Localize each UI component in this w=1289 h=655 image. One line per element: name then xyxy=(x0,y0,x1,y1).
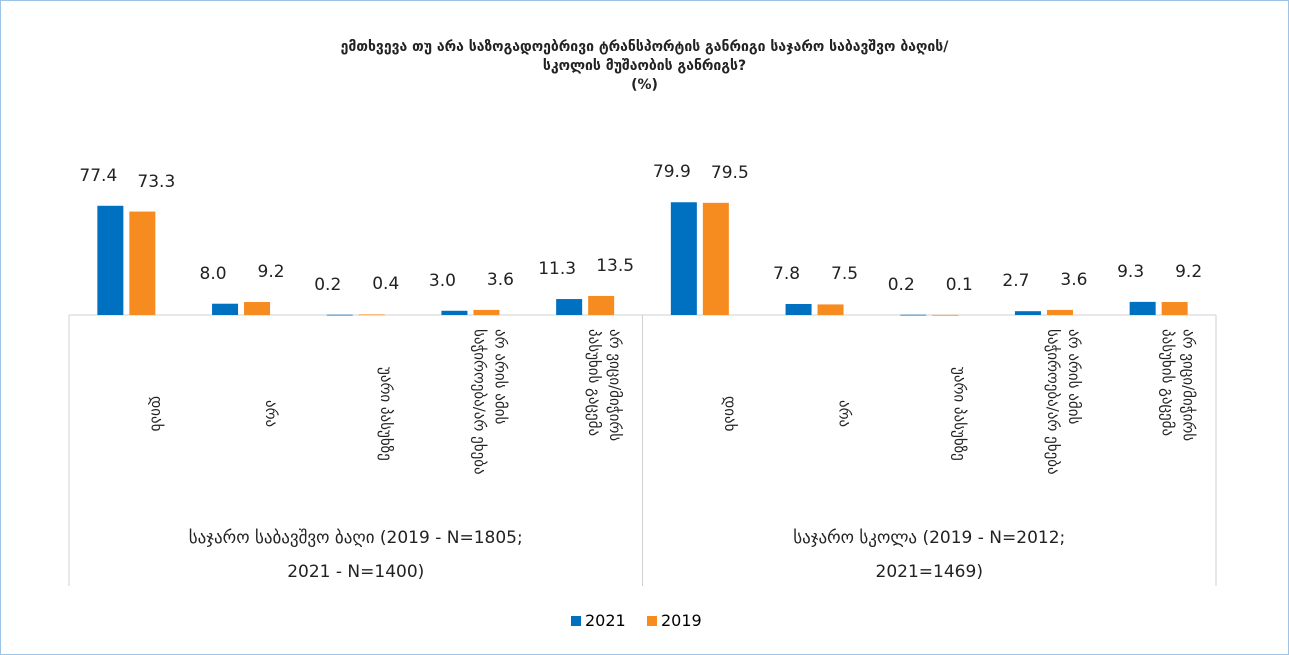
x-tick-label-text: დიახ xyxy=(720,396,739,432)
data-label: 3.6 xyxy=(486,269,514,290)
group-label: საჯარო სკოლა (2019 - N=2012; 2021=1469) xyxy=(793,528,1066,582)
group-label: საჯარო საბავშვო ბაღი (2019 - N=1805; 202… xyxy=(188,528,523,582)
data-label: 79.5 xyxy=(710,162,749,183)
bar xyxy=(900,314,927,316)
data-label: 8.0 xyxy=(199,263,227,284)
chart-title: ემთხვევა თუ არა საზოგადოებრივი ტრანსპორტ… xyxy=(340,39,949,55)
bar xyxy=(670,202,697,315)
data-label: 2.7 xyxy=(1002,271,1030,292)
bar xyxy=(702,202,729,315)
x-tick-label: არა xyxy=(201,329,281,499)
x-tick-label-text: დიახ xyxy=(147,396,166,432)
data-label: 11.3 xyxy=(538,259,577,280)
data-label: 73.3 xyxy=(137,171,176,192)
data-label: 9.3 xyxy=(1117,261,1145,282)
x-tick-label-text: უარი პასუხზე xyxy=(950,367,969,461)
data-label: 0.1 xyxy=(945,274,973,295)
data-label: 0.2 xyxy=(314,274,342,295)
data-label: 3.0 xyxy=(428,270,456,291)
legend-label: 2019 xyxy=(661,611,702,630)
x-tick-label: არ ვიცი/მიჭირს პასუხის გაცემა xyxy=(545,329,625,499)
bar xyxy=(129,211,156,315)
x-tick-label: დიახ xyxy=(660,329,740,499)
chart-title: სკოლის მუშაობის განრიგს? xyxy=(542,58,747,74)
bar xyxy=(1161,302,1188,315)
x-tick-label-text: უარი პასუხზე xyxy=(376,367,395,461)
legend-label: 2021 xyxy=(585,611,626,630)
x-tick-label: არ არის ამის საჭიროება/არ ეხება xyxy=(430,329,510,499)
legend-item: 2019 xyxy=(647,611,702,630)
bar xyxy=(817,304,844,315)
legend-swatch xyxy=(571,615,581,626)
bar xyxy=(473,309,500,315)
bar xyxy=(1129,301,1156,315)
data-label: 9.2 xyxy=(257,262,285,283)
x-tick-label: უარი პასუხზე xyxy=(889,329,969,499)
bar xyxy=(1046,309,1073,315)
x-tick-label: არა xyxy=(775,329,855,499)
data-label: 0.2 xyxy=(887,274,915,295)
x-tick-label-text: არა xyxy=(262,400,281,428)
x-tick-label: არ ვიცი/მიჭირს პასუხის გაცემა xyxy=(1119,329,1199,499)
bar xyxy=(326,314,353,316)
x-tick-label-text: არ არის ამის საჭიროება/არ ეხება xyxy=(470,329,510,475)
x-tick-label-text: არ არის ამის საჭიროება/არ ეხება xyxy=(1043,329,1083,475)
data-label: 13.5 xyxy=(596,255,635,276)
bar xyxy=(556,299,583,315)
data-label: 79.9 xyxy=(652,162,691,183)
bar xyxy=(932,314,959,316)
x-tick-label: დიახ xyxy=(86,329,166,499)
x-tick-label: არ არის ამის საჭიროება/არ ეხება xyxy=(1004,329,1084,499)
x-tick-label-text: არ ვიცი/მიჭირს პასუხის გაცემა xyxy=(585,329,625,442)
bar xyxy=(588,295,615,315)
legend-item: 2021 xyxy=(571,611,626,630)
data-label: 3.6 xyxy=(1060,269,1088,290)
data-label: 7.5 xyxy=(831,264,859,285)
data-label: 7.8 xyxy=(773,263,801,284)
bar xyxy=(785,303,812,315)
data-label: 0.4 xyxy=(372,274,400,295)
legend-swatch xyxy=(647,615,657,626)
data-label: 9.2 xyxy=(1175,262,1203,283)
x-tick-label-text: არა xyxy=(835,400,854,428)
chart-title: (%) xyxy=(631,77,658,93)
bar xyxy=(1014,311,1041,315)
bar xyxy=(212,303,239,315)
x-tick-label-text: არ ვიცი/მიჭირს პასუხის გაცემა xyxy=(1158,329,1198,442)
data-label: 77.4 xyxy=(79,165,118,186)
x-tick-label: უარი პასუხზე xyxy=(316,329,396,499)
bar xyxy=(358,314,385,316)
bar xyxy=(97,205,124,315)
bar xyxy=(441,310,468,315)
bar xyxy=(244,302,271,315)
